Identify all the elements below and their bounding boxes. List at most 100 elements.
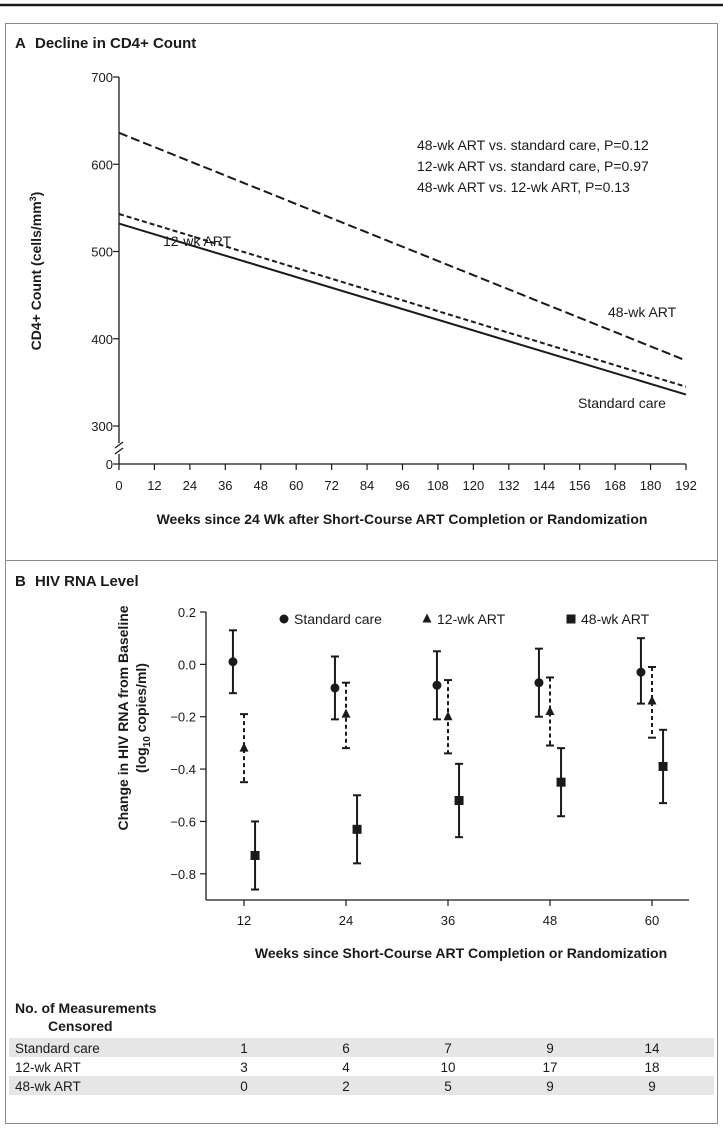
table-cell: 14 (644, 1041, 660, 1056)
table-cell: 7 (444, 1041, 452, 1056)
table-header-line1: No. of Measurements (15, 1000, 157, 1016)
b-y-tick-label: 0.0 (178, 657, 196, 672)
panel-a-cd4-decline-chart: A Decline in CD4+ Count CD4+ Count (cell… (15, 35, 697, 527)
y-axis-label-line1: Change in HIV RNA from Baseline (115, 605, 131, 830)
a-x-tick-label: 36 (218, 478, 232, 493)
table-rows: Standard care 1 6 7 9 14 12-wk ART 3 4 10 17 18 48-w… (9, 1038, 714, 1095)
a-x-tick-label: 84 (360, 478, 374, 493)
label-12wk-art: 12-wk ART (163, 233, 232, 249)
table-row-shade (9, 1038, 714, 1057)
a-y-tick-label: 600 (91, 157, 113, 172)
panel-b-hiv-rna-chart: B HIV RNA Level Change in HIV RNA from B… (15, 573, 689, 961)
panel-b-axes (205, 612, 689, 901)
table-cell: 1 (240, 1041, 248, 1056)
b-x-tick-label: 36 (441, 913, 455, 928)
table-cell: 9 (546, 1041, 554, 1056)
y-axis-label-main: CD4+ Count (cells/mm (28, 201, 44, 350)
table-cell: 18 (644, 1060, 659, 1075)
legend-marker-square (566, 614, 576, 624)
b-x-tick-label: 48 (543, 913, 557, 928)
table-cell: 6 (342, 1041, 350, 1056)
b-y-tick-label: −0.6 (170, 814, 196, 829)
a-y-tick-label: 400 (91, 332, 113, 347)
a-x-tick-label: 192 (675, 478, 697, 493)
annotation-12wk-vs-standard: 12-wk ART vs. standard care, P=0.97 (417, 158, 649, 174)
panel-b-x-axis-title: Weeks since Short-Course ART Completion … (255, 945, 667, 961)
panel-a-ticks: 300 400 500 600 700 00 12 24 36 48 60 72 84 96 108 120 1… (91, 70, 697, 493)
table-row-label: 12-wk ART (15, 1060, 81, 1075)
b-y-tick-label: −0.4 (170, 762, 196, 777)
a-axis-break-mark (114, 447, 124, 455)
table-row-shade (9, 1076, 714, 1095)
panel-a-letter: A (15, 35, 26, 52)
b-x-tick-label: 24 (339, 913, 353, 928)
b-point-circle (228, 657, 238, 667)
y-axis-label-line2: (log10 copies/ml) (133, 663, 153, 773)
a-x-tick-label: 108 (427, 478, 449, 493)
b-y-tick-label: 0.2 (178, 605, 196, 620)
panel-b-series (228, 629, 668, 891)
a-x-tick-label: 144 (533, 478, 555, 493)
panel-b-legend: Standard care 12-wk ART 48-wk ART (279, 611, 650, 627)
panel-a-y-axis-title: CD4+ Count (cells/mm3) (28, 192, 44, 351)
b-point-triangle (545, 705, 555, 715)
a-x-tick-label: 72 (324, 478, 338, 493)
panel-b-y-axis-title: Change in HIV RNA from Baseline (log10 c… (115, 605, 153, 830)
y-axis-label-end: ) (28, 192, 44, 197)
table-row-label: Standard care (15, 1041, 100, 1056)
b-point-square (658, 761, 668, 771)
a-axis-break-mark (114, 441, 124, 449)
a-x-tick-label: 132 (498, 478, 520, 493)
panel-b-title: HIV RNA Level (35, 573, 139, 590)
panel-a-series-labels: 12-wk ART 48-wk ART Standard care (163, 233, 677, 411)
a-x-tick-label: 0 (115, 478, 122, 493)
b-point-circle (432, 680, 442, 690)
panel-b-letter: B (15, 573, 26, 590)
b-point-square (454, 796, 464, 806)
legend-label: 48-wk ART (581, 611, 650, 627)
legend-marker-triangle (422, 613, 432, 623)
a-y-tick-label: 0 (106, 457, 113, 472)
label-48wk-art: 48-wk ART (608, 304, 677, 320)
b-point-circle (330, 683, 340, 693)
a-x-tick-label: 180 (640, 478, 662, 493)
table-cell: 9 (546, 1079, 554, 1094)
table-header-line2: Censored (48, 1018, 113, 1034)
svg-text:CD4+ Count (cells/mm3): CD4+ Count (cells/mm3) (28, 192, 44, 351)
table-cell: 10 (440, 1060, 455, 1075)
a-x-tick-label: 156 (569, 478, 591, 493)
b-x-tick-label: 12 (237, 913, 251, 928)
figure-frame (0, 3, 723, 1124)
a-series-line-short-dash (118, 213, 687, 388)
b-point-square (352, 824, 362, 834)
table-cell: 5 (444, 1079, 452, 1094)
panel-a-title: Decline in CD4+ Count (35, 35, 196, 52)
a-x-tick-label: 12 (147, 478, 161, 493)
a-y-tick-label: 700 (91, 70, 113, 85)
a-x-tick-label: 120 (463, 478, 485, 493)
b-y-tick-label: −0.2 (170, 710, 196, 725)
b-point-circle (534, 678, 544, 688)
b-point-triangle (647, 695, 657, 705)
legend-marker-circle (279, 614, 289, 624)
table-cell: 0 (240, 1079, 248, 1094)
b-point-triangle (341, 708, 351, 718)
a-x-tick-label: 24 (183, 478, 197, 493)
table-cell: 17 (542, 1060, 557, 1075)
legend-label: 12-wk ART (437, 611, 506, 627)
y-axis-label-superscript: 3 (28, 196, 38, 201)
a-x-tick-label: 168 (604, 478, 626, 493)
table-cell: 4 (342, 1060, 350, 1075)
table-cell: 2 (342, 1079, 350, 1094)
panel-b-ticks: 0.2 0.0 −0.2 −0.4 −0.6 −0.8 12 24 36 48 60 (170, 605, 659, 928)
a-series-line-solid (118, 222, 687, 396)
panel-a-pvalue-annotations: 48-wk ART vs. standard care, P=0.12 12-w… (417, 137, 649, 195)
table-cell: 9 (648, 1079, 656, 1094)
b-point-circle (636, 667, 646, 677)
legend-label: Standard care (294, 611, 382, 627)
a-y-tick-label: 300 (91, 419, 113, 434)
table-cell: 3 (240, 1060, 248, 1075)
a-x-tick-label: 48 (254, 478, 268, 493)
panel-a-series (118, 131, 687, 396)
